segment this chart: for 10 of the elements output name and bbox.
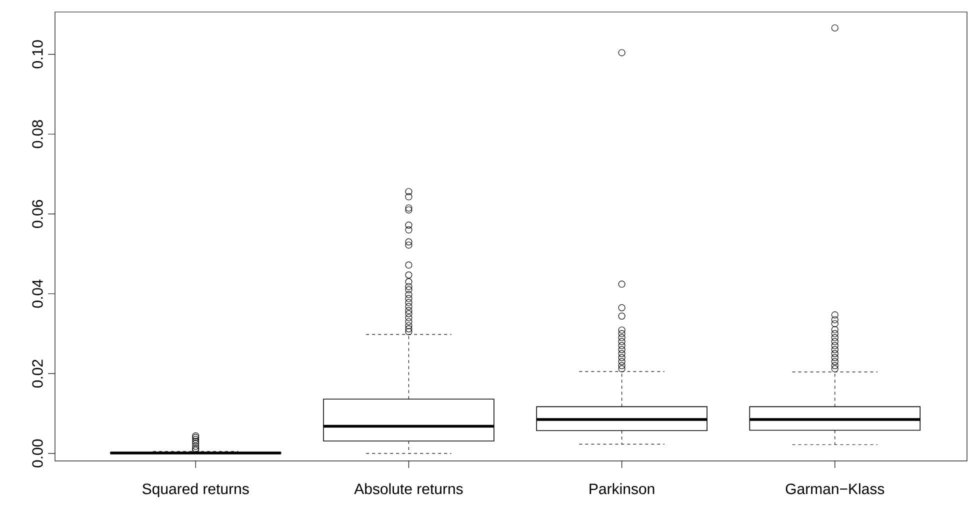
x-tick-label: Garman−Klass [786, 483, 884, 494]
y-tick-label: 0.00 [32, 439, 43, 468]
x-tick-label: Parkinson [590, 483, 654, 494]
x-tick-label: Absolute returns [354, 483, 463, 494]
y-tick-label: 0.06 [32, 200, 43, 228]
y-tick-label: 0.04 [32, 280, 43, 308]
x-tick-label: Squared returns [142, 483, 249, 498]
y-tick-label: 0.02 [32, 360, 43, 388]
y-tick-label: 0.08 [32, 120, 43, 148]
y-tick-label: 0.10 [32, 40, 43, 68]
